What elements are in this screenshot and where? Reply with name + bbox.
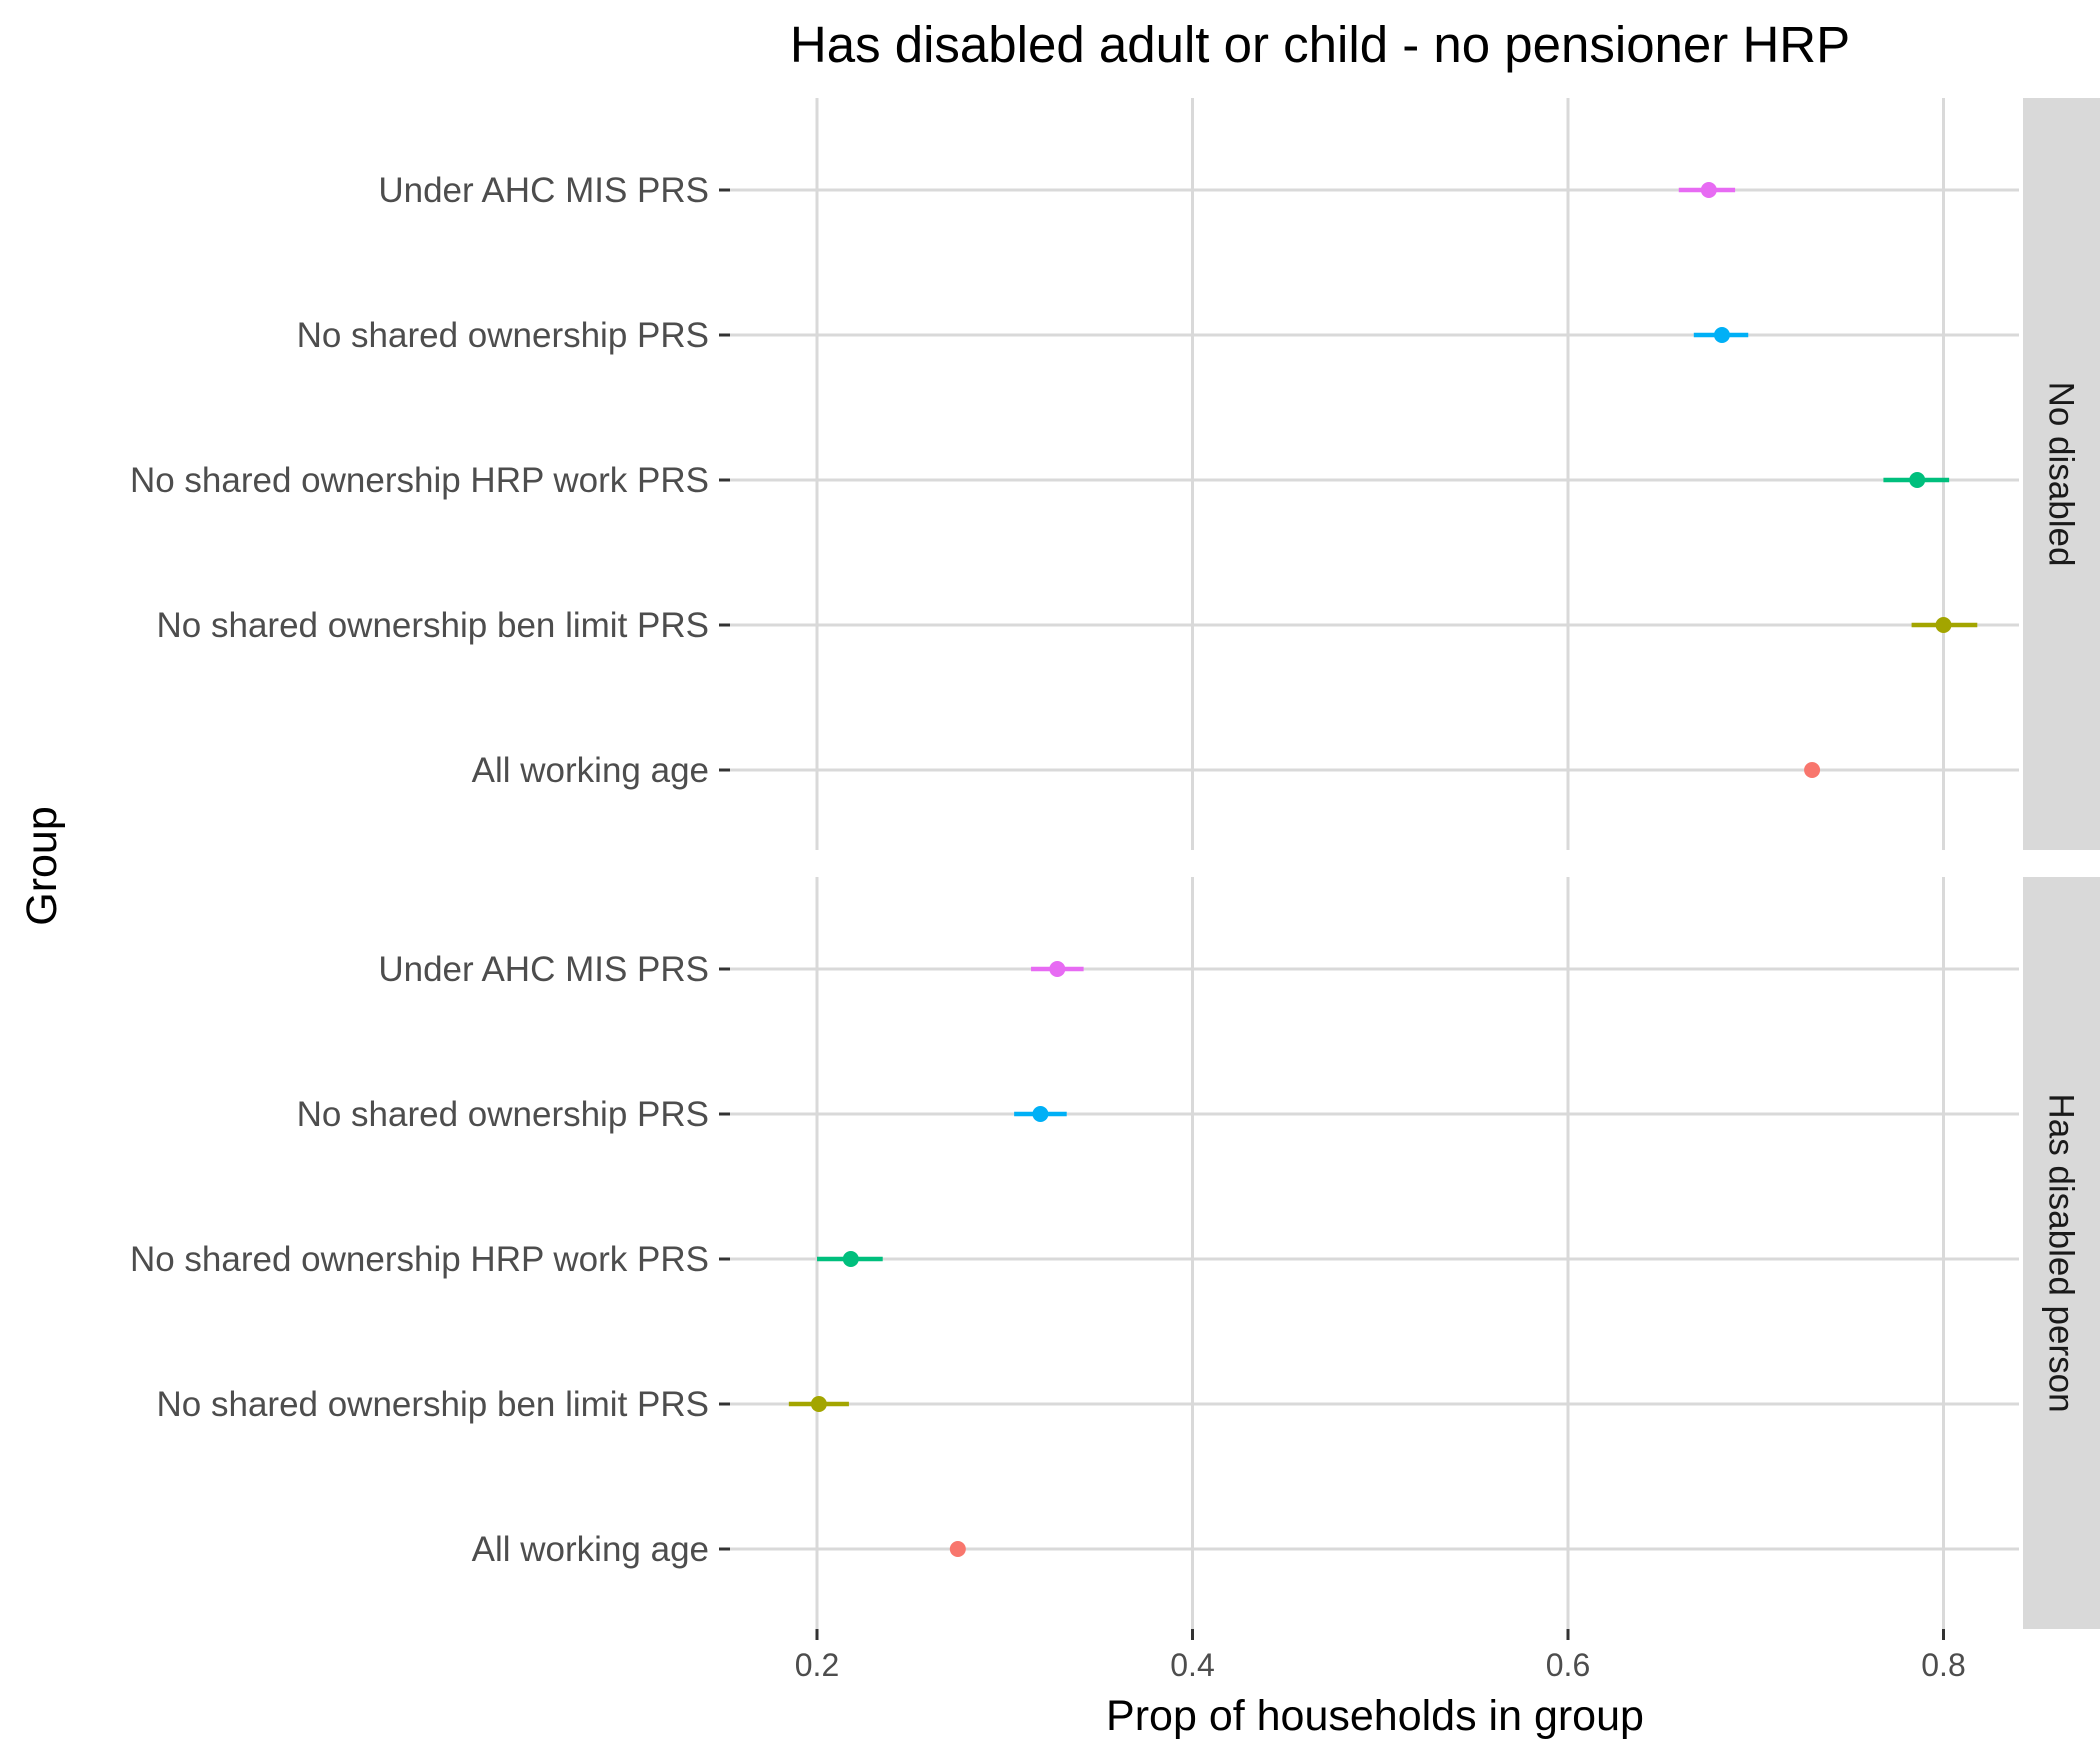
x-tick-label: 0.4 xyxy=(1170,1647,1214,1683)
y-tick-label: No shared ownership PRS xyxy=(297,316,709,355)
data-point xyxy=(949,1541,966,1557)
x-tick-label: 0.8 xyxy=(1921,1647,1965,1683)
data-point xyxy=(810,1396,827,1412)
data-point xyxy=(1049,961,1066,977)
y-tick-label: No shared ownership HRP work PRS xyxy=(130,461,709,500)
chart-title: Has disabled adult or child - no pension… xyxy=(790,16,1850,73)
data-point xyxy=(1713,327,1730,343)
y-tick-label: Under AHC MIS PRS xyxy=(378,171,709,210)
y-tick-label: No shared ownership HRP work PRS xyxy=(130,1240,709,1279)
plot-area: Under AHC MIS PRS No shared ownership PRS… xyxy=(130,98,2100,1683)
data-point xyxy=(1032,1106,1049,1122)
data-point xyxy=(1700,182,1717,198)
y-tick-label: No shared ownership PRS xyxy=(297,1095,709,1134)
facet-strip-label: Has disabled person xyxy=(2042,1093,2081,1412)
facet-strip xyxy=(2023,98,2100,850)
y-tick-label: All working age xyxy=(472,751,709,790)
x-tick-label: 0.6 xyxy=(1546,1647,1590,1683)
data-point xyxy=(1935,617,1952,633)
facet-strip xyxy=(2023,877,2100,1629)
y-tick-label: All working age xyxy=(472,1530,709,1569)
data-point xyxy=(842,1251,859,1267)
y-tick-label: No shared ownership ben limit PRS xyxy=(157,606,709,645)
y-axis-title: Group xyxy=(18,806,66,926)
y-tick-label: Under AHC MIS PRS xyxy=(378,950,709,989)
x-axis-title: Prop of households in group xyxy=(1106,1692,1644,1740)
y-tick-label: No shared ownership ben limit PRS xyxy=(157,1385,709,1424)
data-point xyxy=(1909,472,1926,488)
facet-strip-label: No disabled xyxy=(2042,382,2081,567)
data-point xyxy=(1804,762,1821,778)
x-tick-label: 0.2 xyxy=(795,1647,839,1683)
